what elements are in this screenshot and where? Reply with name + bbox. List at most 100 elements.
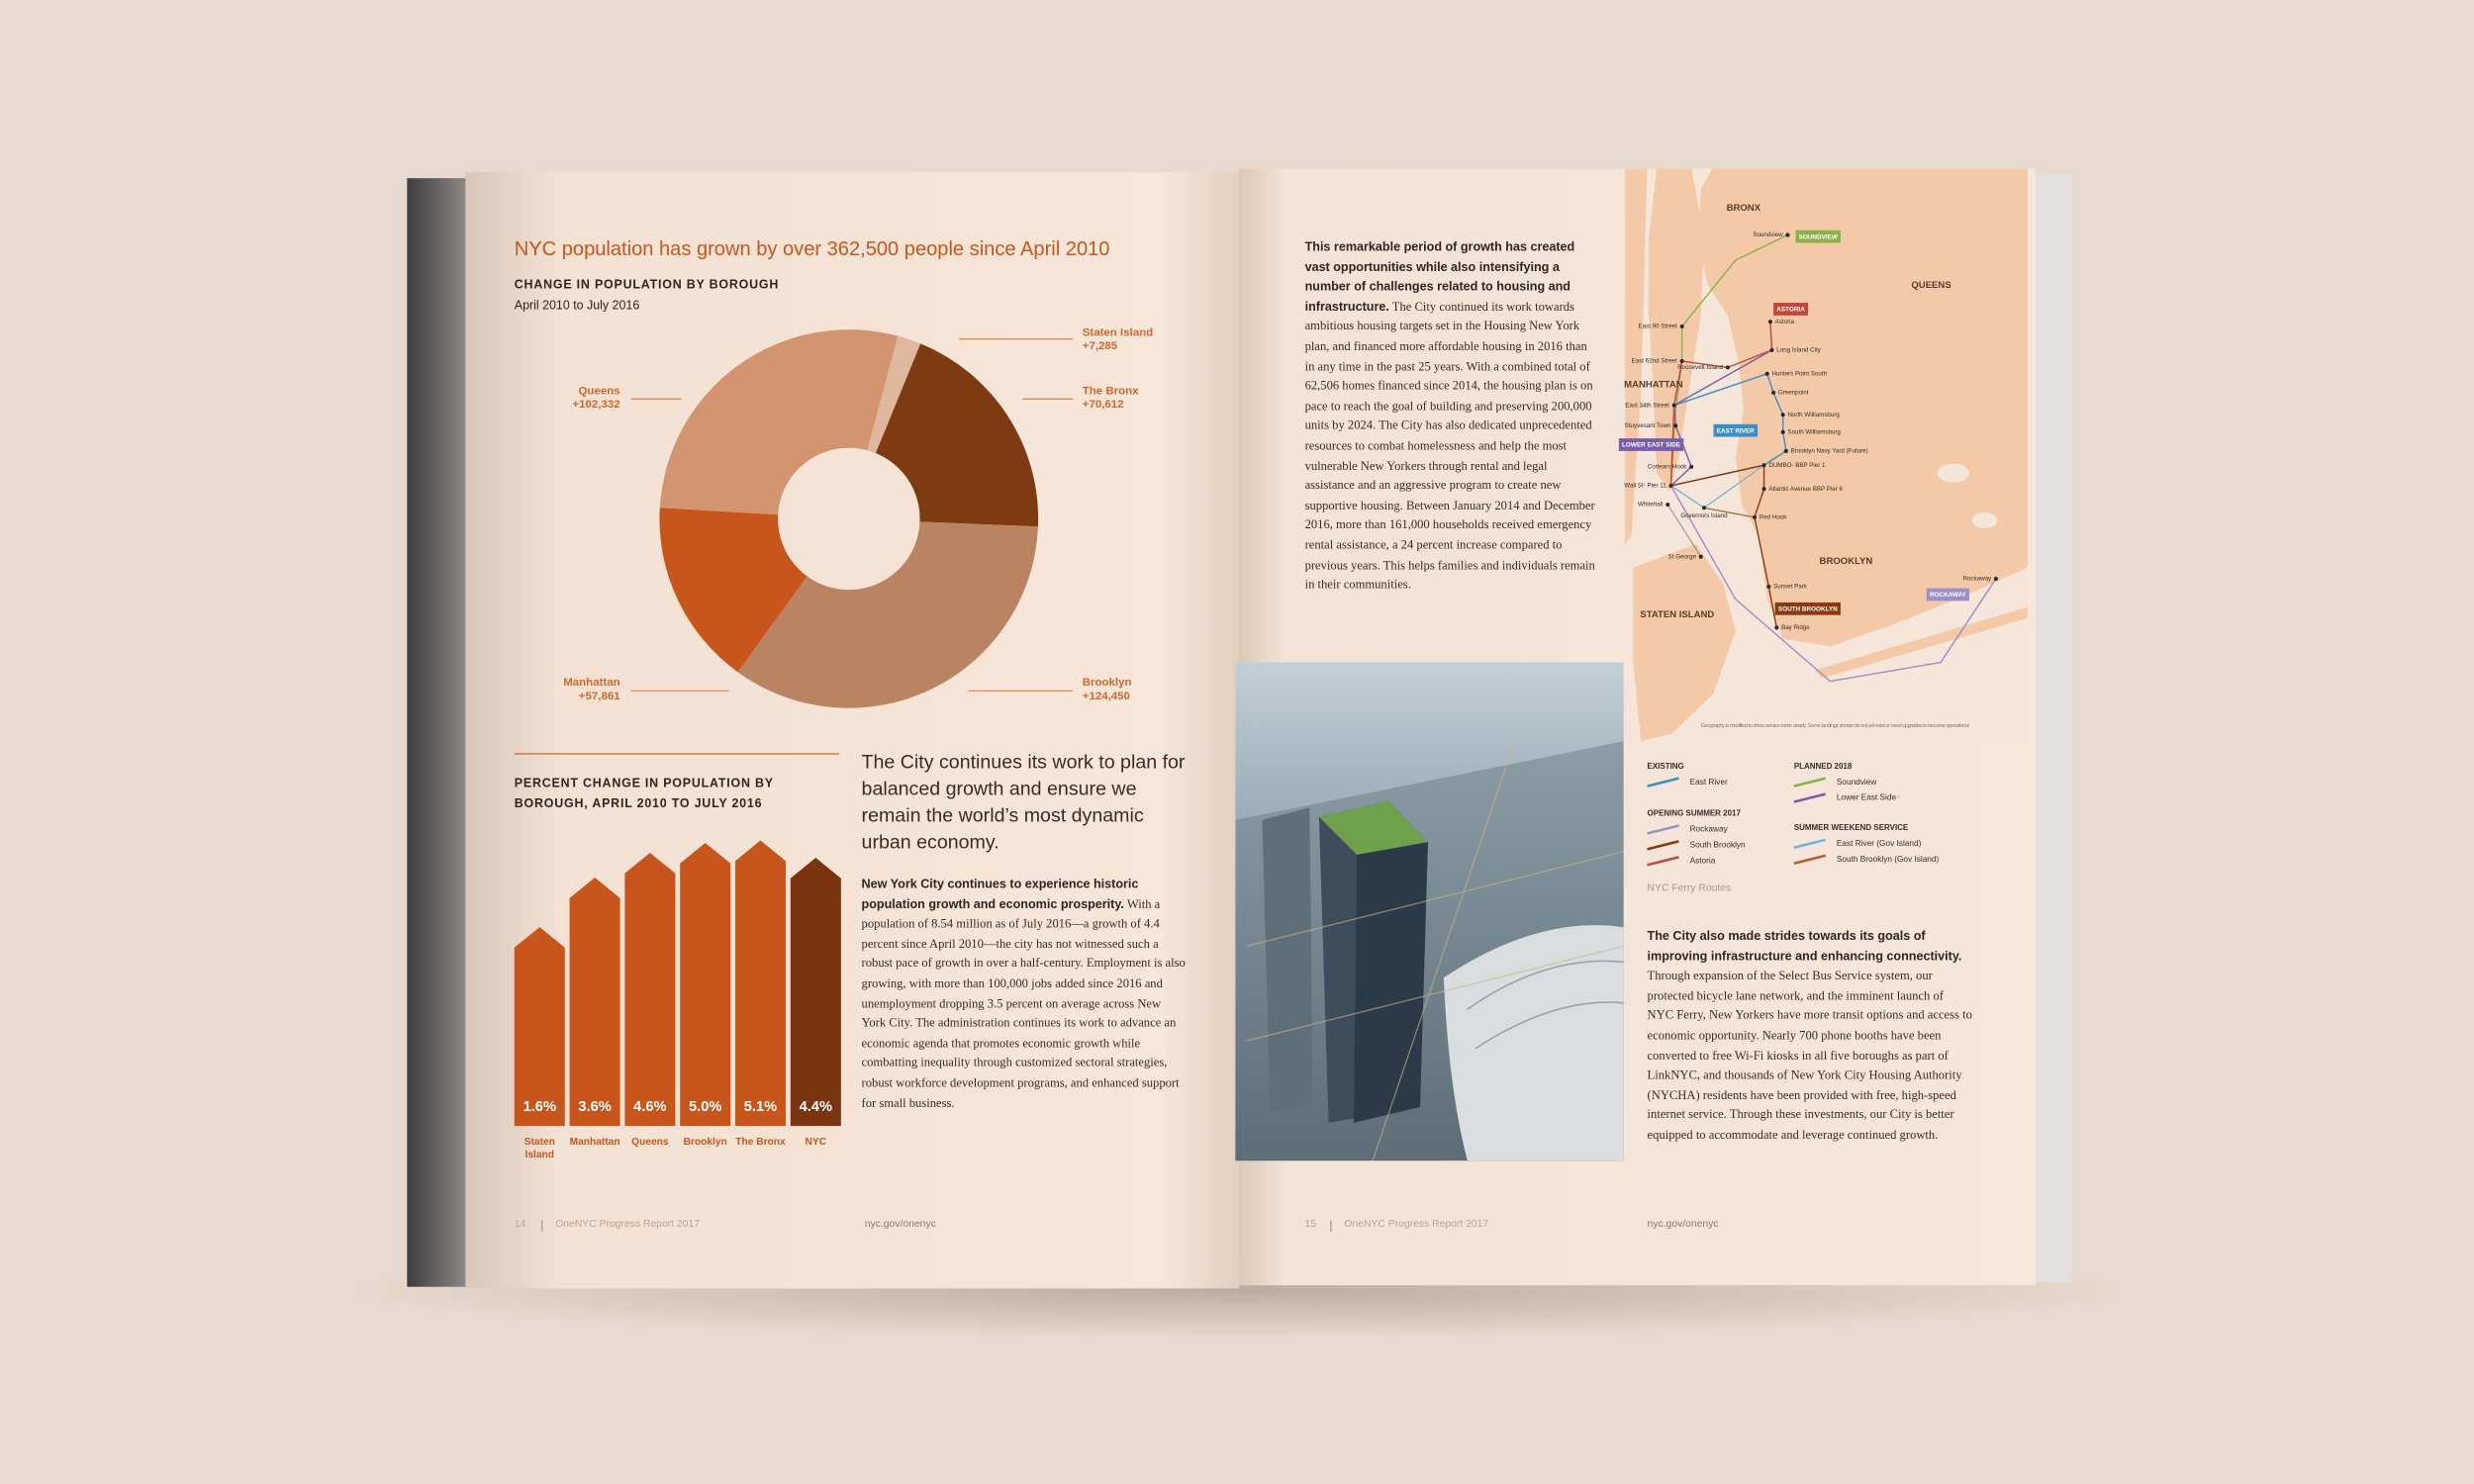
route-tag: SOUNDVIEW <box>1795 230 1842 243</box>
stop-label: DUMBO- BBP Pier 1 <box>1768 462 1826 469</box>
route-tag-label: ROCKAWAY <box>1930 592 1967 599</box>
legend-title: PLANNED 2018 <box>1794 762 1853 771</box>
route-tag-label: LOWER EAST SIDE <box>1622 442 1680 449</box>
section-heading: The City continues its work to plan for … <box>861 750 1186 854</box>
stop <box>1771 390 1776 395</box>
legend-title: OPENING SUMMER 2017 <box>1648 809 1742 818</box>
route-tag-label: ASTORIA <box>1776 307 1805 314</box>
category-label: Manhattan <box>569 1137 620 1149</box>
body: With a population of 8.54 million as of … <box>861 896 1186 1110</box>
legend-swatch <box>1647 856 1679 867</box>
paragraph: The City also made strides towards its g… <box>1648 927 1972 1146</box>
value-label: +124,450 <box>1083 691 1130 702</box>
stop <box>1993 576 1998 582</box>
stop-label: East 62nd Street <box>1632 358 1677 365</box>
stop-label: Corlears Hook <box>1648 463 1688 470</box>
ferry-route <box>1703 507 1756 518</box>
legend-swatch <box>1793 777 1827 788</box>
bar <box>514 927 565 1127</box>
legend-label: Astoria <box>1690 857 1716 866</box>
stop <box>1665 503 1670 508</box>
route-tag: SOUTH BROOKLYN <box>1774 602 1841 615</box>
route-tag-label: EAST RIVER <box>1717 427 1756 434</box>
donut-slice <box>659 508 808 673</box>
value-label: +7,285 <box>1083 340 1118 352</box>
legend-swatch <box>1647 824 1679 835</box>
photo <box>1235 662 1624 1161</box>
value-label: 5.0% <box>689 1099 721 1115</box>
stop-label: Greenpoint <box>1778 390 1809 397</box>
stop-label: North Williamsburg <box>1787 412 1840 418</box>
borough-label: STATEN ISLAND <box>1640 609 1714 620</box>
route-tag-box <box>1773 303 1809 316</box>
borough-label: BRONX <box>1727 203 1761 214</box>
stop-label: East 34th Street <box>1625 402 1669 409</box>
lead: This remarkable period of growth has cre… <box>1304 239 1575 314</box>
bar <box>569 878 620 1127</box>
route-tag-box <box>1795 230 1842 243</box>
separator <box>540 1220 543 1232</box>
stop-label: St George <box>1668 553 1697 560</box>
stop <box>1761 487 1766 492</box>
chart-subtitle: April 2010 to July 2016 <box>514 298 640 313</box>
donut-slice <box>659 329 899 515</box>
bar <box>790 858 841 1127</box>
map-caption: NYC Ferry Routes <box>1647 882 1732 894</box>
stop-label: Astoria <box>1775 319 1795 325</box>
stop <box>1668 483 1673 489</box>
stop-label: Atlantic Avenue BBP Pier 6 <box>1768 486 1843 493</box>
stop-label: Hunters Point South <box>1772 370 1828 377</box>
stop <box>1701 506 1707 510</box>
route-tag-box <box>1926 588 1970 602</box>
value-label: +70,612 <box>1083 399 1124 411</box>
stop <box>1689 464 1694 469</box>
category-label: Brooklyn <box>1083 677 1132 689</box>
route-tag-box <box>1774 602 1841 615</box>
route-tag-label: SOUTH BROOKLYN <box>1778 605 1838 612</box>
legend-swatch <box>1793 792 1827 803</box>
borough-label: MANHATTAN <box>1624 379 1683 390</box>
chart-title: PERCENT CHANGE IN POPULATION BY BOROUGH,… <box>514 776 774 810</box>
legend-label: Lower East Side <box>1837 793 1897 802</box>
route-tag: EAST RIVER <box>1713 423 1759 437</box>
legend-label: East River (Gov Island) <box>1837 839 1922 848</box>
page-number: 15 <box>1304 1219 1317 1231</box>
stop-label: Roosevelt Island <box>1677 364 1723 371</box>
route-tag: LOWER EAST SIDE <box>1618 438 1684 451</box>
body: Through expansion of the Select Bus Serv… <box>1647 969 1972 1142</box>
stop-label: Governors Island <box>1680 512 1728 519</box>
donut-slice <box>875 343 1039 527</box>
bar <box>624 853 676 1127</box>
stop <box>1766 584 1771 590</box>
category-label: Manhattan <box>563 677 619 689</box>
stop <box>1785 232 1790 237</box>
page-stack <box>2034 173 2072 1282</box>
category-label: Brooklyn <box>683 1137 727 1149</box>
report-name: OneNYC Progress Report 2017 <box>1344 1219 1489 1231</box>
value-label: +57,861 <box>579 691 620 702</box>
value-label: +102,332 <box>572 399 619 411</box>
bar <box>680 842 731 1127</box>
page-stack <box>407 178 467 1287</box>
stop <box>1780 429 1785 434</box>
legend-title: EXISTING <box>1648 762 1684 771</box>
stop <box>1752 514 1758 519</box>
borough-label: QUEENS <box>1911 280 1951 291</box>
stop-label: Stuyvesant Town <box>1625 422 1671 429</box>
legend-label: South Brooklyn <box>1690 841 1746 850</box>
stop-label: Soundview <box>1753 232 1783 238</box>
stop <box>1671 403 1676 408</box>
value-label: 3.6% <box>578 1099 611 1115</box>
lead: New York City continues to experience hi… <box>861 877 1139 911</box>
stop-label: Brooklyn Navy Yard (Future) <box>1791 448 1868 455</box>
legend-label: Rockaway <box>1690 825 1729 834</box>
url: nyc.gov/onenyc <box>864 1219 936 1231</box>
stop <box>1679 324 1684 329</box>
stop-label: Red Hook <box>1760 513 1787 520</box>
category-label: Queens <box>631 1137 669 1149</box>
route-tag: ROCKAWAY <box>1926 588 1970 602</box>
page-number: 14 <box>514 1219 526 1231</box>
stop <box>1783 448 1788 453</box>
body: The City continued its work towards ambi… <box>1304 299 1595 592</box>
